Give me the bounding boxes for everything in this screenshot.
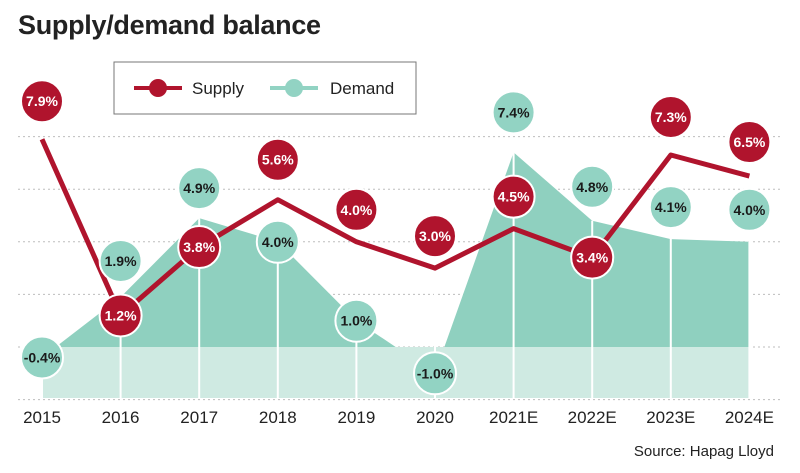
supply-label-2024E: 6.5% [733,134,765,150]
x-tick-2019: 2019 [337,408,375,427]
chart-title: Supply/demand balance [18,10,321,40]
supply-label-2015: 7.9% [26,93,58,109]
demand-label-2021E: 7.4% [498,104,530,120]
demand-label-2023E: 4.1% [655,199,687,215]
source-note: Source: Hapag Lloyd [633,443,774,460]
supply-label-2017: 3.8% [183,239,215,255]
demand-label-2015: -0.4% [24,350,61,366]
x-tick-2015: 2015 [23,408,61,427]
supply-bubble-2024E [727,120,772,165]
bubbles: -0.4% 1.9% 4.9% 4.0% 1.0% -1.0% 7.4% 4.8% 4.1% 4.… [20,79,772,396]
demand-bubble-2018 [255,219,300,264]
supply-series-line [39,138,751,318]
demand-area [42,152,750,398]
demand-bubble-2017 [177,166,222,211]
x-tick-2017: 2017 [180,408,218,427]
demand-area-fill [42,152,750,347]
demand-bubble-2024E [727,187,772,232]
supply-label-2022E: 3.4% [576,250,608,266]
demand-label-2022E: 4.8% [576,179,608,195]
demand-label-2017: 4.9% [183,180,215,196]
legend-supply-label: Supply [192,79,244,98]
demand-label-2018: 4.0% [262,234,294,250]
supply-label-2023E: 7.3% [655,109,687,125]
demand-label-2024E: 4.0% [733,202,765,218]
supply-bubble-2022E [570,235,615,280]
supply-label-2018: 5.6% [262,152,294,168]
supply-label-2016: 1.2% [105,307,137,323]
x-axis: 2015 2016 2017 2018 2019 2020 2021E 2022E 2023E 2… [23,408,774,427]
demand-bubble-2016 [98,239,143,284]
demand-label-2020: -1.0% [417,365,454,381]
x-tick-2020: 2020 [416,408,454,427]
x-tick-2024E: 2024E [725,408,774,427]
demand-bubble-2021E [491,90,536,135]
demand-bubble-2019 [334,298,379,343]
supply-bubble-2020 [413,214,457,259]
demand-bubble-2023E [648,185,693,230]
supply-bubble-2017 [177,225,222,270]
legend-demand-swatch-dot [285,79,303,97]
supply-bubble-2021E [491,174,536,219]
supply-bubble-2018 [255,137,300,182]
supply-line [39,138,751,318]
x-tick-2021E: 2021E [489,408,538,427]
x-tick-2022E: 2022E [568,408,617,427]
legend-demand-label: Demand [330,79,394,98]
x-tick-2016: 2016 [102,408,140,427]
supply-bubble-2023E [648,95,693,140]
legend-supply-swatch-dot [149,79,167,97]
supply-bubble-2016 [98,293,143,338]
supply-label-2020: 3.0% [419,228,451,244]
demand-bubble-2020 [413,351,457,396]
x-tick-2023E: 2023E [646,408,695,427]
x-tick-2018: 2018 [259,408,297,427]
demand-bubble-2015 [20,335,64,380]
supply-bubble-2015 [20,79,64,124]
legend: Supply Demand [113,61,417,115]
demand-area-base [42,347,750,398]
demand-label-2016: 1.9% [105,253,137,269]
supply-bubble-2019 [334,187,379,232]
demand-label-2019: 1.0% [340,313,372,329]
supply-label-2021E: 4.5% [498,189,530,205]
supply-label-2019: 4.0% [340,202,372,218]
demand-bubble-2022E [570,164,615,209]
